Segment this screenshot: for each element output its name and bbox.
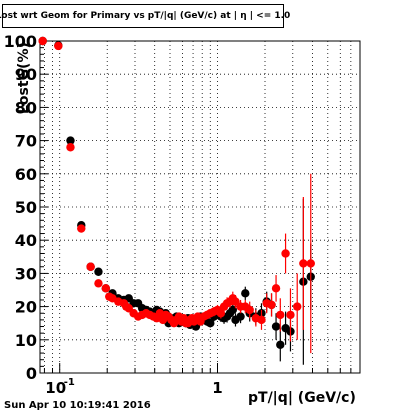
x-axis-label: pT/|q| (GeV/c)	[248, 390, 356, 406]
chart-title-box: Lost wrt Geom for Primary vs pT/|q| (GeV…	[0, 4, 290, 28]
y-tick-label: 30	[15, 264, 37, 283]
data-point	[94, 267, 103, 276]
y-tick-label: 20	[15, 298, 37, 317]
data-point	[236, 312, 245, 321]
y-tick-label: 50	[15, 198, 37, 217]
data-point	[267, 300, 276, 310]
data-point	[257, 315, 266, 325]
data-point	[293, 302, 302, 311]
data-point	[101, 284, 111, 293]
data-point	[306, 259, 315, 268]
data-point	[216, 309, 226, 318]
series-1	[38, 36, 315, 354]
y-tick-label: 0	[26, 364, 37, 383]
data-point	[271, 284, 281, 293]
y-axis-label: LostG(%)	[16, 42, 32, 114]
chart-series	[38, 36, 315, 365]
data-point	[54, 41, 63, 51]
chart-title: Lost wrt Geom for Primary vs pT/|q| (GeV…	[0, 11, 291, 21]
data-point	[38, 36, 47, 46]
data-point	[276, 340, 285, 349]
y-tick-label: 40	[15, 231, 37, 250]
x-tick-label: 1	[212, 379, 222, 397]
data-point	[94, 279, 103, 288]
data-point	[66, 136, 75, 145]
data-point	[241, 289, 250, 298]
y-tick-label: 90	[15, 65, 37, 84]
data-point	[286, 310, 295, 320]
data-point	[271, 322, 281, 331]
data-point	[86, 262, 95, 271]
timestamp: Sun Apr 10 10:19:41 2016	[4, 400, 151, 411]
data-point	[281, 249, 290, 258]
x-tick-label: 10	[45, 379, 66, 397]
data-point	[299, 259, 308, 268]
y-tick-label: 100	[4, 32, 37, 51]
data-point	[66, 143, 75, 152]
y-tick-label: 60	[15, 165, 37, 184]
y-tick-label: 10	[15, 331, 37, 350]
data-point	[77, 224, 86, 233]
y-tick-label: 70	[15, 132, 37, 151]
data-point	[206, 319, 215, 328]
data-point	[276, 310, 285, 320]
y-tick-label: 80	[15, 98, 37, 117]
data-point	[245, 305, 254, 315]
x-tick-label-exponent: -1	[64, 377, 75, 388]
